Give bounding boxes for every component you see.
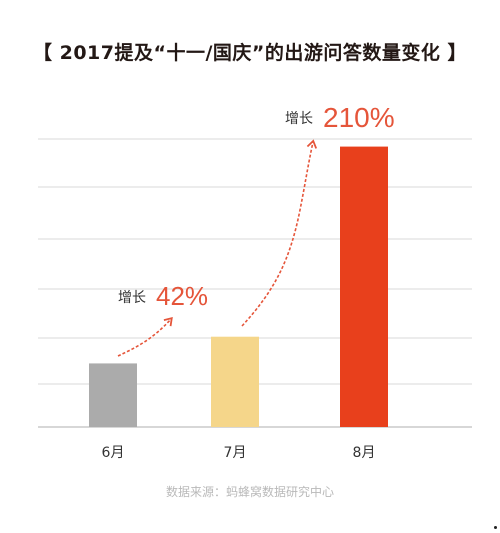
data-source-note: 数据来源：蚂蜂窝数据研究中心	[165, 485, 334, 499]
growth-annotations: 增长 42% 增长 210%	[117, 102, 395, 357]
bar-3	[340, 146, 388, 427]
x-tick-label: 7月	[224, 445, 247, 461]
growth-value: 210%	[323, 102, 395, 133]
x-tick-label: 8月	[353, 445, 376, 461]
chart-title: 【 2017提及“十一/国庆”的出游问答数量变化 】	[32, 42, 468, 64]
x-tick-labels: 6月 7月 8月	[102, 445, 376, 461]
growth-arrow-1	[117, 316, 173, 357]
growth-value: 42%	[156, 281, 208, 311]
growth-label: 增长	[118, 290, 146, 306]
bar-2	[211, 336, 259, 427]
growth-label: 增长	[285, 111, 313, 127]
x-tick-label: 6月	[102, 445, 125, 461]
corner-dot	[494, 526, 497, 529]
bar-1	[89, 363, 137, 427]
bars	[89, 146, 388, 427]
growth-arrow-2	[241, 139, 318, 327]
